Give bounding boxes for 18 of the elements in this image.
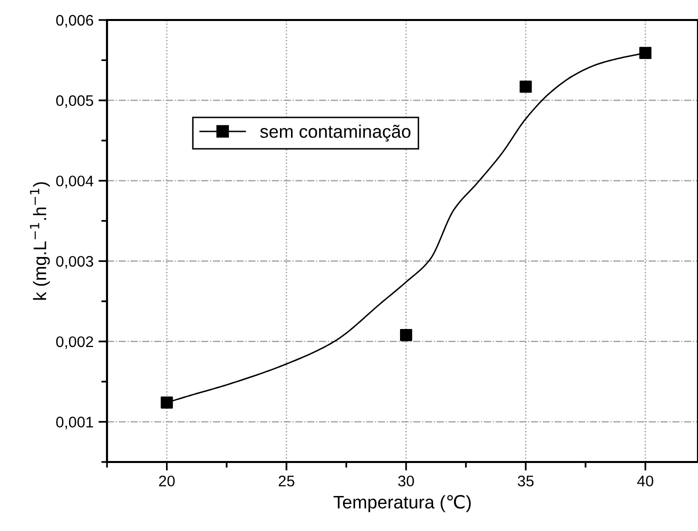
x-tick-label: 40 (637, 476, 654, 486)
x-tick-label: 35 (518, 476, 534, 486)
y-axis-title: k (mg.L$^{−1}$.h$^{−1}$) (30, 182, 50, 300)
point (400, 328, 412, 342)
y-tick-label: 0,002 (56, 336, 94, 349)
y-tick-label: 0,003 (56, 256, 94, 269)
x-tick-label: 30 (398, 476, 414, 486)
point (160, 396, 173, 409)
x-axis-title: Temperatura (℃) (334, 494, 471, 512)
x-tick-label: 25 (278, 476, 294, 486)
x-tick-label: 20 (159, 476, 175, 486)
y-tick-label: 0,004 (56, 176, 94, 188)
point (520, 80, 532, 93)
y-tick-label: 0,006 (56, 14, 94, 28)
point (639, 46, 652, 60)
y-tick-label: 0,001 (56, 416, 94, 430)
y-tick-label: 0,005 (56, 95, 94, 108)
legend-label: sem contaminação (260, 124, 410, 142)
